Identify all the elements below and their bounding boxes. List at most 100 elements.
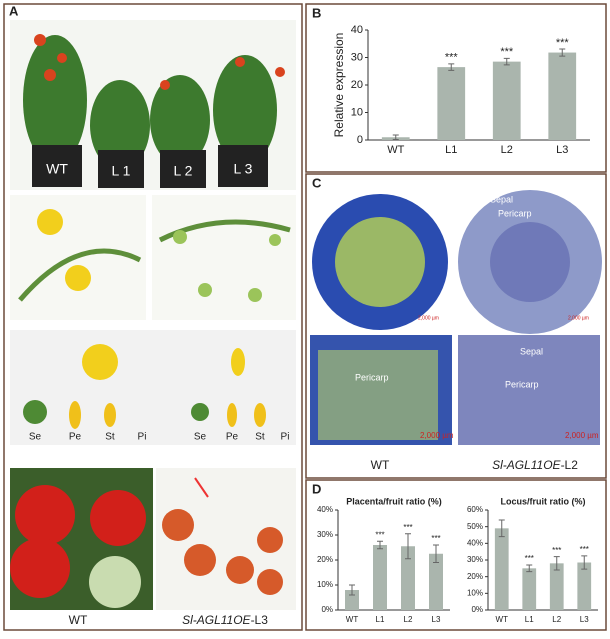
y-tick-label: 50%	[467, 522, 483, 531]
part-label: Pi	[138, 432, 147, 443]
bar	[522, 568, 537, 610]
error-bar	[503, 57, 510, 66]
plant-label: WT	[46, 161, 68, 177]
caption-italic: Sl-AGL11OE	[182, 613, 251, 627]
error-bar	[559, 48, 566, 57]
y-tick-label: 10%	[317, 580, 333, 589]
chart-title: Placenta/fruit ratio (%)	[346, 496, 442, 506]
error-bar	[405, 533, 411, 560]
tissue-label: Sepal	[520, 346, 543, 356]
bar	[373, 545, 387, 610]
significance: ***	[431, 534, 440, 543]
plant-label: L 3	[234, 161, 253, 177]
caption: Sl-AGL11OE-L2	[492, 458, 578, 472]
bar	[494, 528, 509, 610]
part-label: St	[255, 432, 265, 443]
bar	[549, 563, 564, 610]
x-tick-label: WT	[496, 615, 509, 624]
bar	[345, 590, 359, 610]
error-bar	[553, 556, 560, 571]
significance: ***	[525, 554, 534, 563]
error-bar	[581, 555, 588, 570]
tissue-label: Sepal	[490, 194, 513, 204]
y-tick-label: 40%	[317, 505, 333, 514]
bar	[437, 67, 466, 140]
plant-label: L 2	[174, 163, 193, 179]
y-tick-label: 10%	[467, 588, 483, 597]
error-bar	[448, 63, 455, 71]
plant-label: L 1	[112, 163, 131, 179]
tissue-label: Pericarp	[505, 379, 539, 389]
plant-photo	[10, 20, 296, 190]
y-tick-label: 20%	[467, 572, 483, 581]
significance: ***	[445, 52, 459, 64]
x-tick-label: L2	[552, 615, 561, 624]
bar	[492, 61, 521, 140]
caption-suffix: -L3	[251, 613, 269, 627]
x-tick-label: WT	[387, 144, 404, 156]
x-tick-label: L1	[525, 615, 534, 624]
y-tick-label: 30%	[317, 530, 333, 539]
significance: ***	[556, 37, 570, 49]
scale-bar: 2,000 µm	[420, 431, 454, 440]
bar	[577, 562, 592, 610]
part-label: St	[105, 432, 115, 443]
significance: ***	[403, 523, 412, 532]
error-bar	[526, 564, 533, 573]
error-bar	[377, 540, 383, 550]
y-tick-label: 0	[357, 134, 363, 146]
y-tick-label: 20%	[317, 555, 333, 564]
panel-label: D	[312, 481, 321, 496]
bar	[429, 553, 443, 610]
tissue-label: Pericarp	[355, 372, 389, 382]
bar	[401, 546, 415, 610]
y-tick-label: 0%	[471, 605, 483, 614]
x-tick-label: L2	[404, 615, 413, 624]
part-label: Se	[29, 432, 42, 443]
error-bar	[433, 544, 439, 563]
scale-bar: 2,000 µm	[418, 315, 439, 321]
caption: WT	[69, 613, 88, 627]
caption-suffix: -L2	[561, 458, 579, 472]
y-tick-label: 60%	[467, 505, 483, 514]
tissue-label: Pericarp	[498, 208, 532, 218]
panel-label: C	[312, 175, 322, 190]
y-tick-label: 10	[351, 106, 363, 118]
error-bar	[349, 584, 355, 596]
flower-parts-photo	[10, 330, 296, 445]
caption-italic: Sl-AGL11OE	[492, 458, 561, 472]
section-photo	[310, 190, 602, 445]
fruit-photo	[10, 468, 296, 610]
panel-c-frame	[305, 173, 607, 479]
x-tick-label: L1	[376, 615, 385, 624]
x-tick-label: L2	[501, 144, 513, 156]
significance: ***	[552, 546, 561, 555]
y-tick-label: 30	[351, 51, 363, 63]
y-tick-label: 40%	[467, 538, 483, 547]
x-tick-label: L3	[580, 615, 589, 624]
panel-label: B	[312, 5, 321, 20]
scale-bar: 2,000 µm	[568, 315, 589, 321]
y-tick-label: 0%	[321, 605, 333, 614]
caption: Sl-AGL11OE-L3	[182, 613, 268, 627]
y-tick-label: 20	[351, 79, 363, 91]
x-tick-label: L3	[556, 144, 568, 156]
error-bar	[392, 134, 399, 140]
bar	[548, 52, 577, 140]
chart-title: Locus/fruit ratio (%)	[501, 496, 586, 506]
caption: WT	[371, 458, 390, 472]
part-label: Se	[194, 432, 207, 443]
y-tick-label: 40	[351, 24, 363, 36]
flower-photo	[10, 195, 296, 320]
x-tick-label: L3	[432, 615, 441, 624]
y-axis-label: Relative expression	[332, 33, 346, 138]
x-tick-label: L1	[445, 144, 457, 156]
error-bar	[498, 519, 505, 538]
significance: ***	[375, 530, 384, 539]
significance: ***	[500, 46, 514, 58]
panel-label: A	[9, 3, 19, 18]
x-tick-label: WT	[346, 615, 359, 624]
part-label: Pi	[281, 432, 290, 443]
panel-d-frame	[305, 479, 607, 631]
